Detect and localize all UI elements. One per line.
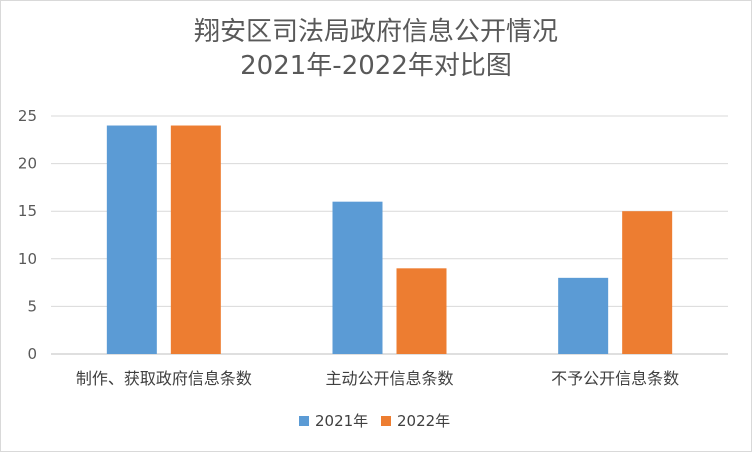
y-tick-label: 5 <box>27 297 37 315</box>
x-category-label: 不予公开信息条数 <box>551 369 679 388</box>
x-category-label: 主动公开信息条数 <box>325 369 453 388</box>
bar-2022-2 <box>622 211 673 354</box>
x-axis: 制作、获取政府信息条数 主动公开信息条数 不予公开信息条数 <box>76 369 679 388</box>
y-axis: 0 5 10 15 20 25 <box>18 107 37 363</box>
y-tick-label: 10 <box>18 250 37 268</box>
legend-swatch <box>381 416 391 426</box>
y-tick-label: 15 <box>18 202 37 220</box>
gridlines <box>51 115 728 355</box>
chart-title: 翔安区司法局政府信息公开情况 2021年-2022年对比图 <box>1 15 751 83</box>
x-category-label: 制作、获取政府信息条数 <box>76 369 252 388</box>
bar-2021-0 <box>106 125 157 355</box>
bar-2021-1 <box>332 201 383 354</box>
chart-title-line1: 翔安区司法局政府信息公开情况 <box>193 17 558 47</box>
legend: 2021年 2022年 <box>299 412 450 430</box>
y-tick-label: 20 <box>18 155 37 173</box>
legend-label: 2022年 <box>397 412 450 430</box>
legend-swatch <box>299 416 309 426</box>
bar-2022-0 <box>170 125 221 355</box>
bar-2021-2 <box>558 277 609 354</box>
legend-label: 2021年 <box>315 412 368 430</box>
y-tick-label: 25 <box>18 107 37 125</box>
bars <box>106 125 673 355</box>
y-tick-label: 0 <box>27 345 37 363</box>
chart-title-line2: 2021年-2022年对比图 <box>240 51 512 81</box>
bar-2022-1 <box>396 268 447 354</box>
